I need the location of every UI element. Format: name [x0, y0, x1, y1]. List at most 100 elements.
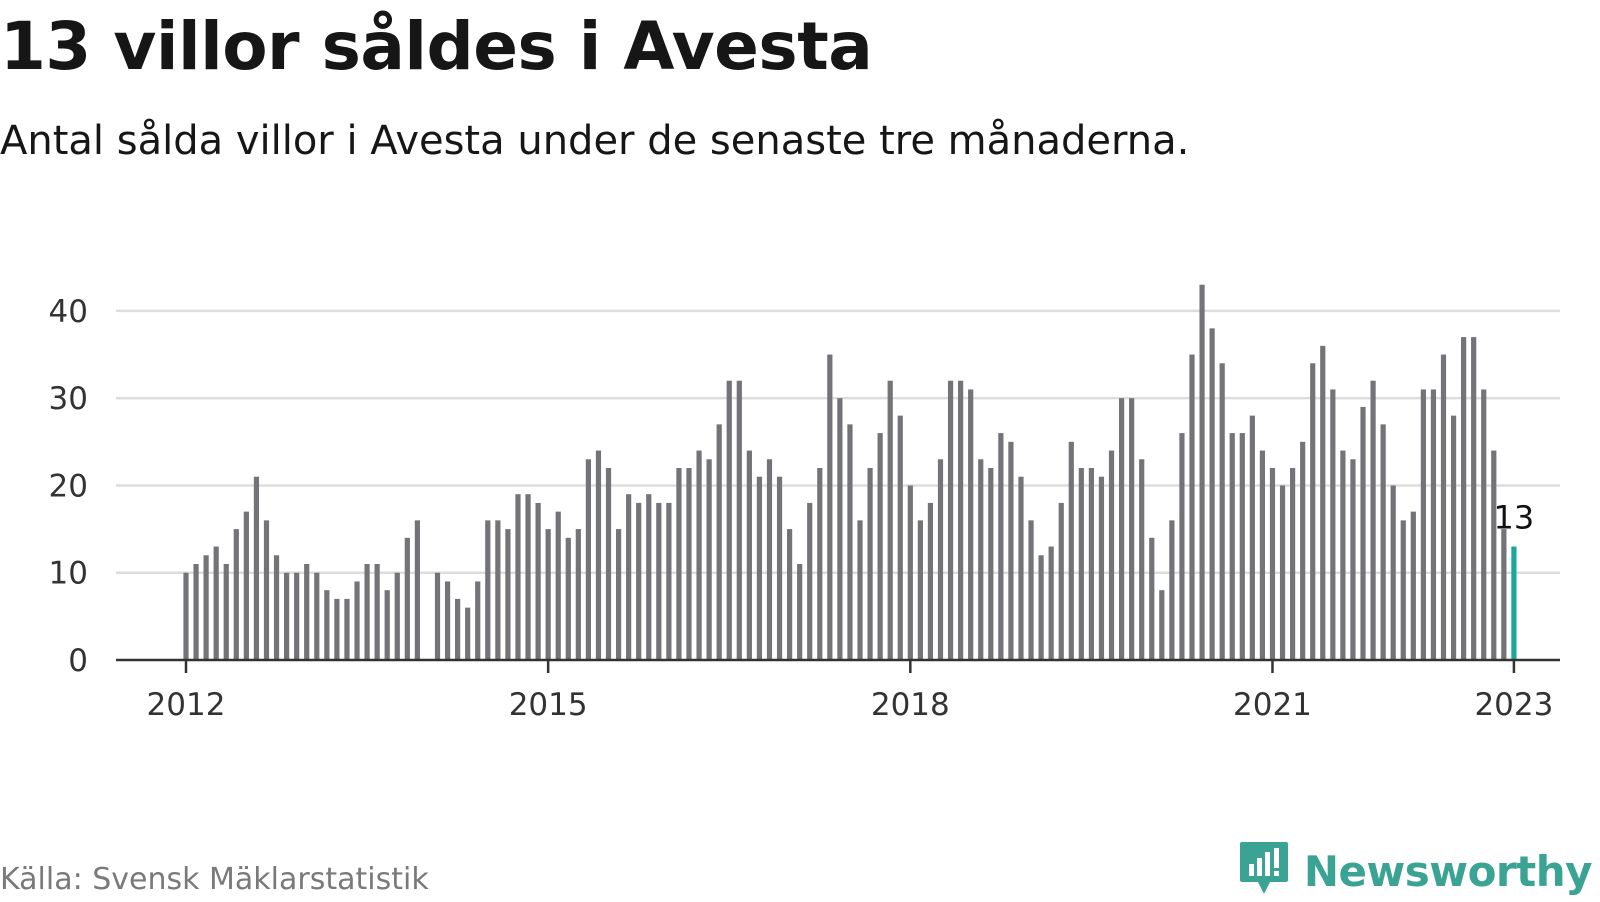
bar: [585, 459, 591, 660]
source-note: Källa: Svensk Mäklarstatistik: [0, 862, 429, 897]
y-tick-label: 20: [49, 468, 88, 504]
bar: [726, 380, 732, 660]
y-tick-label: 30: [49, 381, 88, 417]
bar: [364, 564, 370, 660]
bar: [384, 590, 390, 660]
bar: [1471, 337, 1477, 660]
bar: [636, 502, 642, 660]
bar: [414, 520, 420, 660]
bar: [1450, 415, 1457, 660]
last-value-label: 13: [1494, 499, 1535, 537]
bar: [354, 581, 360, 660]
bar: [1269, 468, 1276, 660]
bar: [1501, 529, 1507, 660]
bar: [394, 572, 400, 660]
bar: [837, 398, 843, 660]
bar: [1229, 433, 1235, 660]
bar: [1310, 363, 1316, 660]
bar: [676, 468, 682, 660]
bar: [887, 380, 893, 660]
chart-subtitle: Antal sålda villor i Avesta under de sen…: [0, 118, 1190, 164]
bar: [565, 537, 571, 660]
bar: [1400, 520, 1406, 660]
bar: [1098, 476, 1105, 660]
bar: [485, 520, 491, 660]
bar: [253, 476, 260, 660]
bar: [1330, 389, 1336, 660]
bar: [1209, 328, 1215, 660]
x-tick-label: 2021: [1233, 687, 1312, 723]
bar: [1239, 433, 1245, 660]
bar: [666, 502, 672, 660]
bar: [1139, 459, 1145, 660]
bar: [867, 468, 873, 660]
bar: [525, 494, 531, 660]
bar: [686, 468, 692, 660]
brand-logo: Newsworthy: [1238, 840, 1593, 902]
x-tick-label: 2015: [509, 687, 588, 723]
bar: [716, 424, 722, 660]
y-axis-ticks: 0 10 20 30 40: [49, 294, 88, 679]
bars: [183, 284, 1517, 660]
bar: [465, 607, 471, 660]
bar: [535, 502, 541, 660]
bar: [1088, 468, 1094, 660]
bar: [243, 511, 249, 660]
bar: [1048, 546, 1054, 660]
bar: [294, 572, 300, 660]
bar: [877, 433, 883, 660]
bar: [1008, 441, 1014, 660]
bar: [1430, 389, 1437, 660]
bar: [847, 424, 853, 660]
y-tick-label: 0: [68, 643, 88, 679]
bar: [1249, 415, 1255, 660]
bar-highlight: [1511, 546, 1517, 660]
bar: [344, 598, 350, 660]
bar: [223, 564, 229, 660]
bar: [656, 502, 662, 660]
x-tick-label: 2023: [1474, 687, 1553, 723]
bar: [273, 555, 280, 660]
bar: [555, 511, 561, 660]
bar: [263, 520, 270, 660]
bar: [1199, 284, 1205, 660]
bar: [1219, 363, 1225, 660]
bar: [897, 415, 903, 660]
bar: [998, 433, 1004, 660]
x-tick-label: 2012: [147, 687, 226, 723]
y-tick-label: 40: [49, 294, 88, 330]
bar: [937, 459, 944, 660]
bar: [314, 572, 320, 660]
bar: [213, 546, 219, 660]
bar: [455, 598, 461, 660]
bar: [1410, 511, 1416, 660]
bar: [696, 450, 702, 660]
x-axis-ticks: 2012 2015 2018 2021 2023: [147, 660, 1553, 723]
bar: [444, 581, 451, 660]
bar: [1078, 468, 1084, 660]
bar: [1300, 441, 1306, 660]
bar: [1481, 389, 1487, 660]
bar: [746, 450, 752, 660]
bar: [545, 529, 551, 660]
bar: [1279, 485, 1286, 660]
bar: [968, 389, 974, 660]
brand-name: Newsworthy: [1303, 846, 1593, 896]
bar: [1169, 520, 1175, 660]
x-tick-label: 2018: [871, 687, 950, 723]
bar: [284, 572, 290, 660]
bar: [1189, 354, 1195, 660]
bar: [595, 450, 602, 660]
bar: [1259, 450, 1266, 660]
bar: [787, 529, 793, 660]
bar: [605, 468, 612, 660]
bar: [1129, 398, 1135, 660]
bar: [646, 494, 652, 660]
bar: [475, 581, 481, 660]
bar: [233, 529, 239, 660]
bar: [1058, 502, 1064, 660]
bar: [1440, 354, 1447, 660]
bar: [1018, 476, 1024, 660]
bar: [193, 564, 199, 660]
bar: [907, 485, 913, 660]
